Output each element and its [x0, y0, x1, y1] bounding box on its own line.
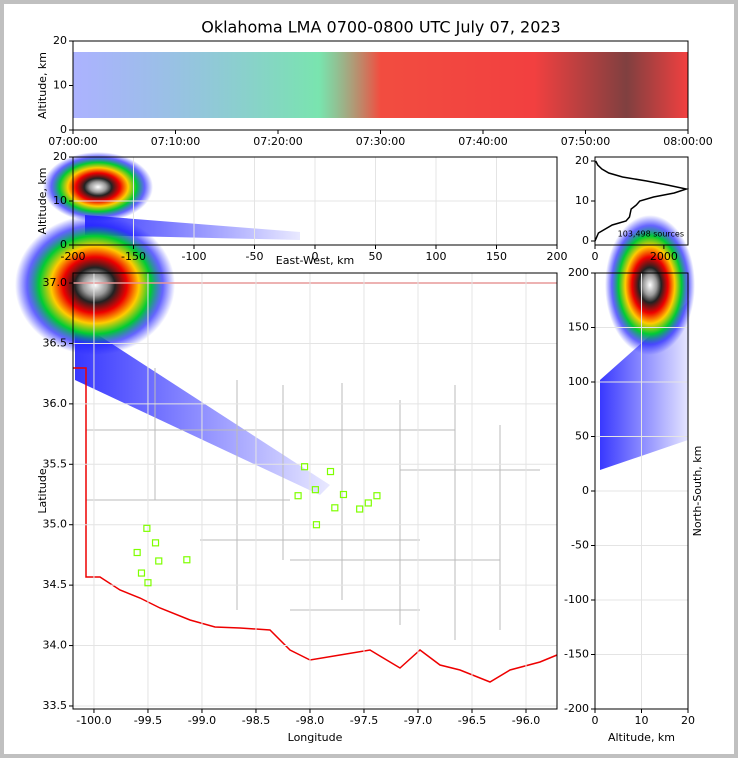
y-tick-label: -150 — [564, 648, 589, 661]
x-tick-label: 07:00:00 — [48, 135, 97, 148]
density-image — [15, 152, 695, 495]
x-tick-label: -200 — [61, 250, 86, 263]
x-tick-label: 150 — [486, 250, 507, 263]
station — [356, 505, 364, 513]
y-tick-label: -100 — [564, 593, 589, 606]
x-tick-label: 07:40:00 — [458, 135, 507, 148]
x-tick-label: 10 — [635, 714, 649, 727]
y-tick-label: 35.5 — [43, 457, 68, 470]
y-tick-label: 10 — [53, 79, 67, 92]
density-image — [73, 52, 688, 118]
x-tick-label: -96.0 — [512, 714, 540, 727]
y-tick-label: 0 — [60, 123, 67, 136]
y-tick-label: 35.0 — [43, 518, 68, 531]
y-tick-label: 150 — [568, 321, 589, 334]
axes-frame — [594, 156, 689, 246]
station — [155, 557, 163, 565]
x-tick-label: -97.5 — [350, 714, 378, 727]
x-tick-label: -150 — [121, 250, 146, 263]
station — [151, 539, 160, 547]
y-tick-label: 33.5 — [43, 699, 68, 712]
station — [312, 521, 321, 529]
y-axis-label: Altitude, km — [36, 167, 49, 234]
y-tick-label: 20 — [575, 154, 589, 167]
x-tick-label: -100 — [182, 250, 207, 263]
x-tick-label: -99.5 — [134, 714, 162, 727]
y-tick-label: -50 — [571, 539, 589, 552]
station — [294, 492, 302, 500]
station — [326, 467, 335, 476]
y-axis-label: North-South, km — [691, 446, 704, 537]
y-tick-label: 0 — [60, 238, 67, 251]
y-tick-label: 50 — [575, 430, 589, 443]
station — [339, 490, 348, 499]
axes-frame — [594, 272, 689, 710]
axes-frame — [72, 272, 558, 710]
station — [183, 556, 191, 564]
axes-frame — [72, 156, 558, 246]
y-tick-label: 10 — [53, 194, 67, 207]
y-axis-label: Latitude — [36, 468, 49, 514]
x-tick-label: 0 — [592, 250, 599, 263]
x-tick-label: -96.5 — [458, 714, 486, 727]
station — [144, 579, 152, 587]
y-tick-label: 0 — [582, 484, 589, 497]
x-tick-label: -98.0 — [296, 714, 324, 727]
y-tick-label: 0 — [582, 234, 589, 247]
x-tick-label: 50 — [369, 250, 383, 263]
x-tick-label: -50 — [246, 250, 264, 263]
station — [331, 504, 339, 512]
x-axis-label: East-West, km — [276, 254, 354, 267]
station — [311, 486, 319, 494]
chart-title: Oklahoma LMA 0700-0800 UTC July 07, 2023 — [201, 18, 560, 37]
x-tick-label: 20 — [681, 714, 695, 727]
station — [300, 463, 309, 471]
y-tick-label: 36.0 — [43, 397, 68, 410]
x-tick-label: 200 — [547, 250, 568, 263]
station — [133, 548, 141, 557]
station — [143, 524, 151, 532]
x-tick-label: -97.0 — [404, 714, 432, 727]
x-tick-label: 07:50:00 — [561, 135, 610, 148]
y-tick-label: -200 — [564, 702, 589, 715]
y-tick-label: 20 — [53, 34, 67, 47]
altitude-profile — [594, 160, 690, 242]
station — [373, 492, 381, 500]
y-tick-label: 36.5 — [43, 336, 68, 349]
x-tick-label: 07:10:00 — [151, 135, 200, 148]
x-tick-label: -98.5 — [242, 714, 270, 727]
x-axis-label: Longitude — [288, 731, 343, 744]
x-tick-label: 08:00:00 — [663, 135, 712, 148]
x-tick-label: 0 — [312, 250, 319, 263]
y-tick-label: 34.0 — [43, 639, 68, 652]
y-tick-label: 10 — [575, 194, 589, 207]
x-tick-label: 2000 — [650, 250, 678, 263]
y-tick-label: 34.5 — [43, 578, 68, 591]
annotation: 103,498 sources — [618, 230, 684, 239]
x-tick-label: 100 — [426, 250, 447, 263]
x-tick-label: 0 — [592, 714, 599, 727]
x-tick-label: -100.0 — [76, 714, 111, 727]
station — [137, 569, 146, 577]
y-tick-label: 200 — [568, 266, 589, 279]
x-tick-label: 07:30:00 — [356, 135, 405, 148]
x-tick-label: 07:20:00 — [253, 135, 302, 148]
y-tick-label: 20 — [53, 150, 67, 163]
y-axis-label: Altitude, km — [36, 52, 49, 119]
y-tick-label: 37.0 — [43, 276, 68, 289]
x-tick-label: -99.0 — [188, 714, 216, 727]
x-axis-label: Altitude, km — [608, 731, 675, 744]
axes-frame — [72, 40, 689, 131]
station — [364, 499, 372, 507]
y-tick-label: 100 — [568, 375, 589, 388]
